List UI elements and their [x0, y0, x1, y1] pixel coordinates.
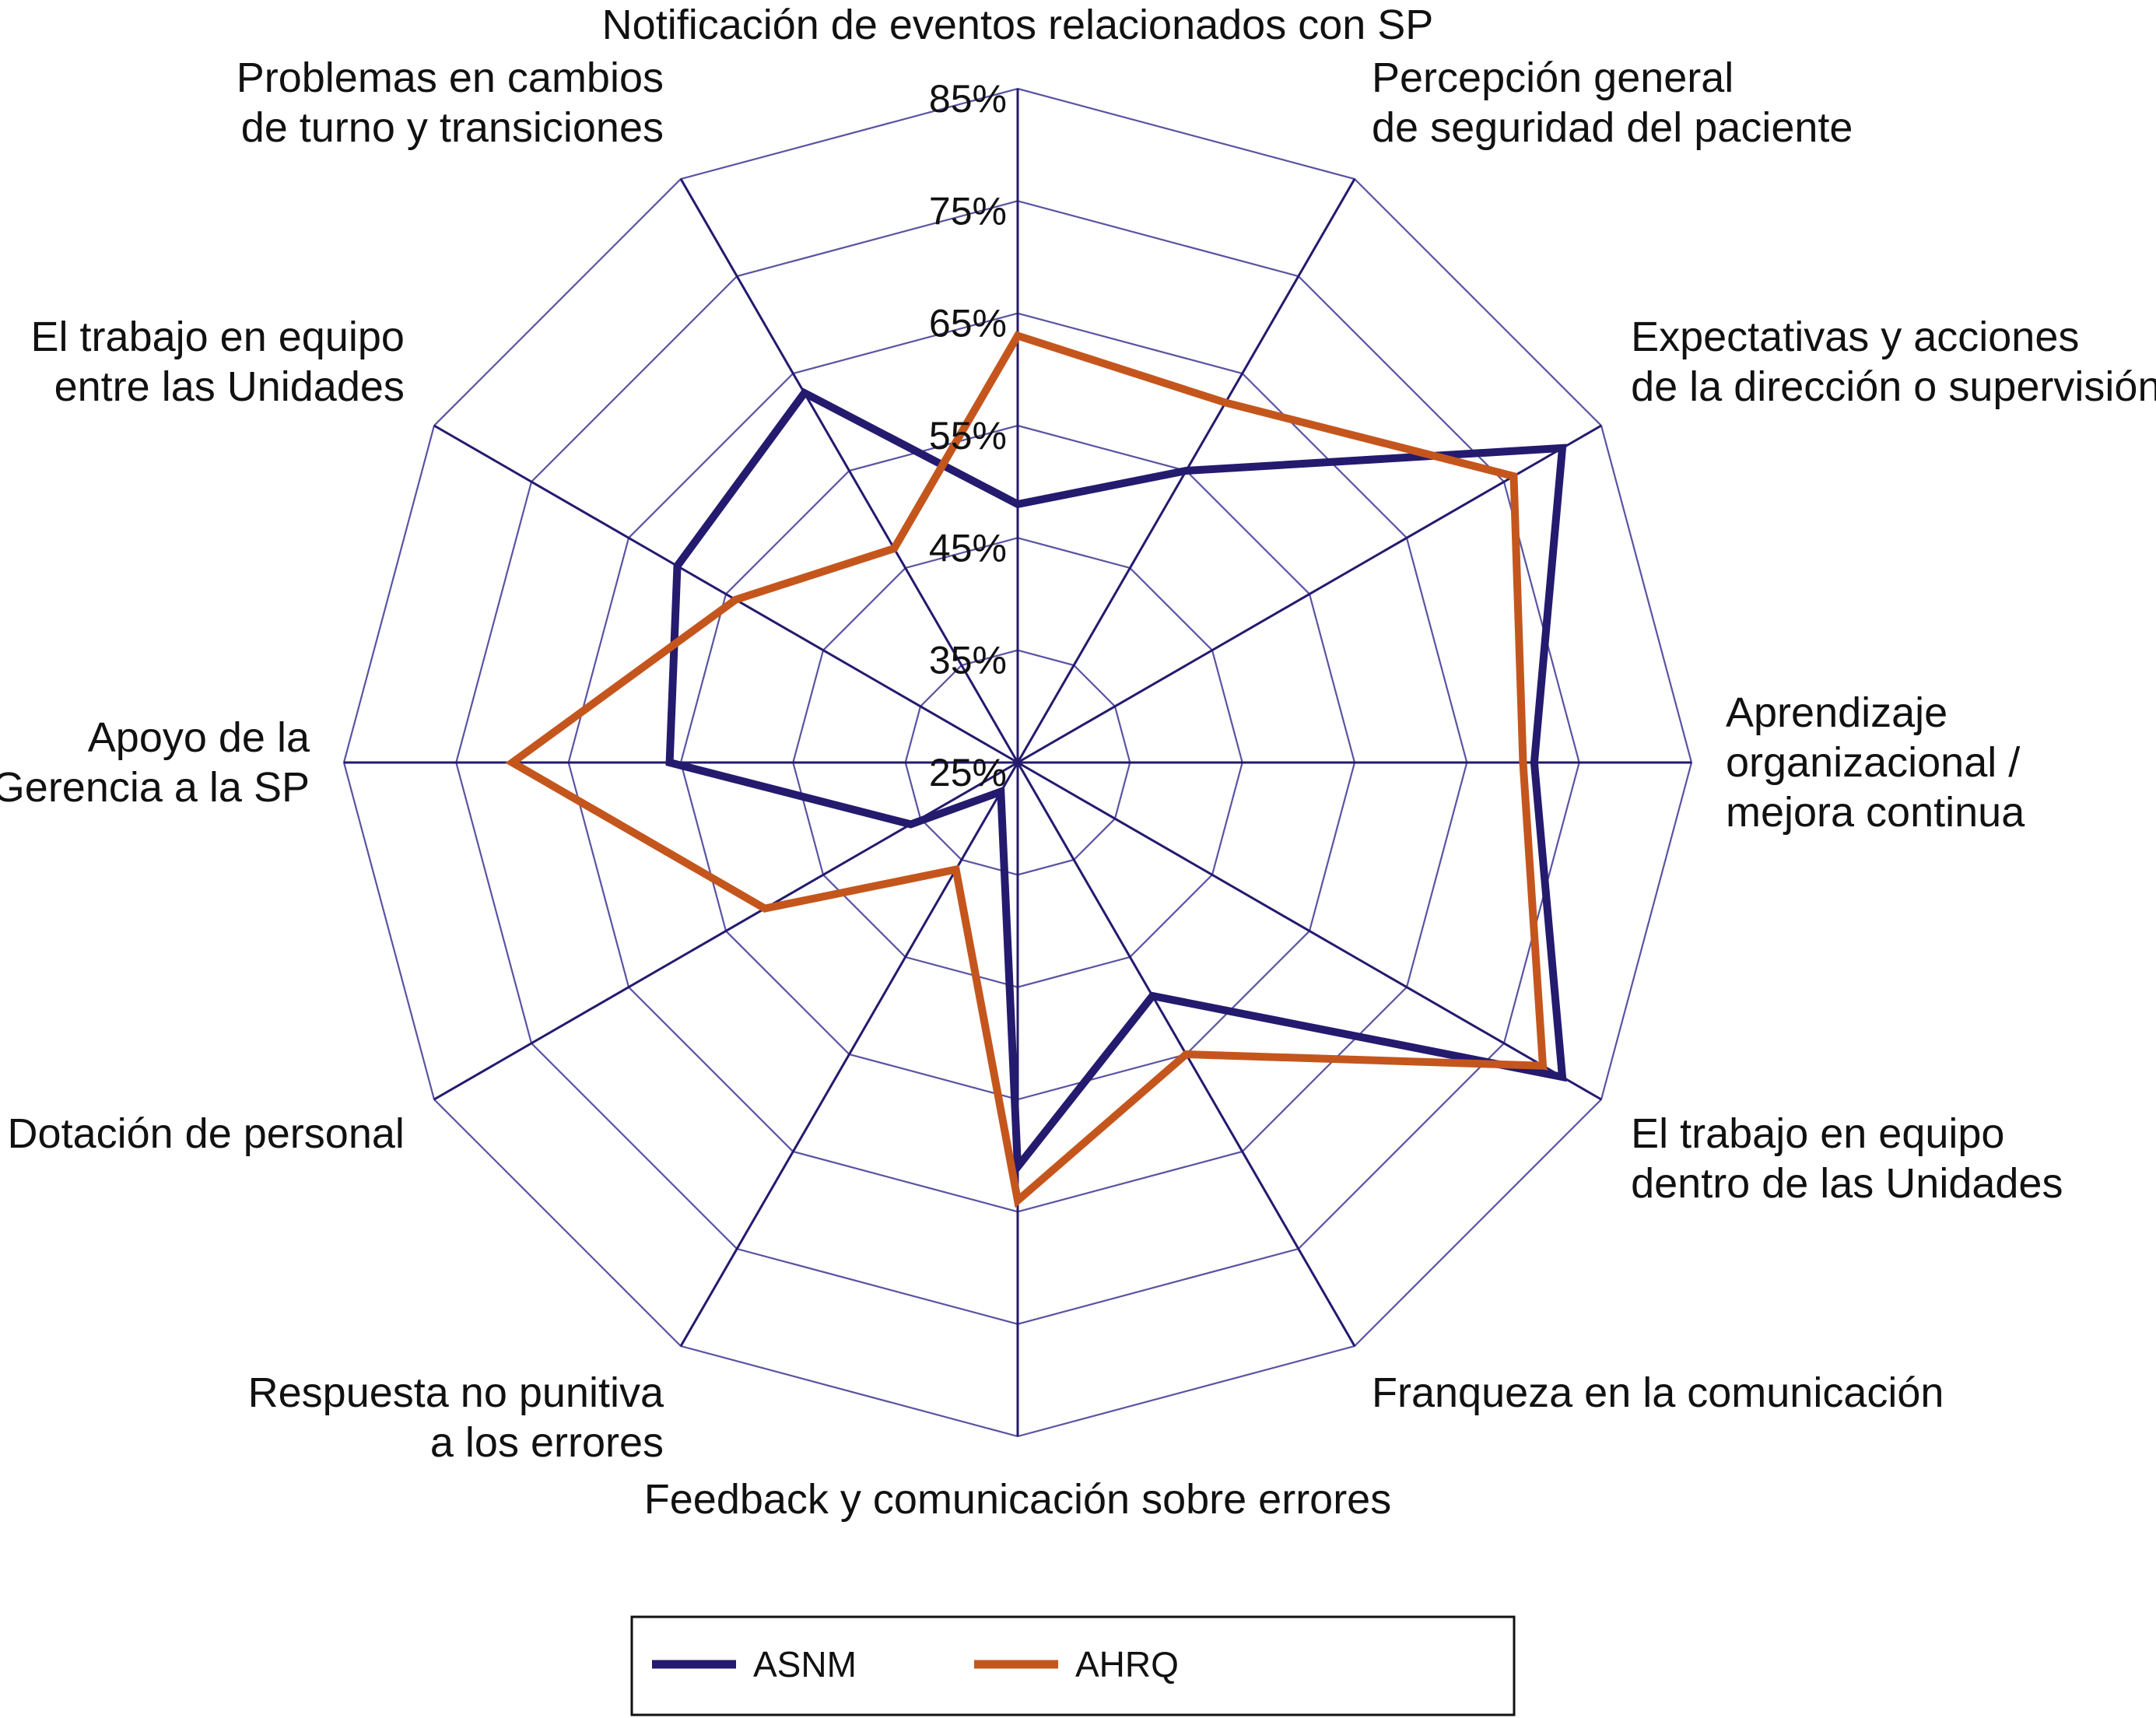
data-point-ahrq-1	[1224, 401, 1227, 405]
radar-series	[505, 331, 1567, 1208]
legend: ASNM AHRQ	[630, 1615, 1516, 1716]
data-point-ahrq-5	[1184, 1053, 1188, 1056]
data-point-asnm-11	[802, 391, 806, 394]
axis-label-3-line-2: mejora continua	[1726, 789, 2025, 836]
tick-label-25: 25%	[929, 751, 1007, 794]
data-point-asnm-1	[1184, 469, 1188, 472]
axis-label-6: Feedback y comunicación sobre errores	[644, 1476, 1391, 1523]
data-point-asnm-2	[1561, 446, 1564, 450]
legend-label-asnm: ASNM	[753, 1644, 857, 1685]
axis-label-10: El trabajo en equipo entre las Unidades	[31, 314, 405, 410]
spoke-8	[433, 761, 1018, 1101]
spoke-2	[1017, 424, 1602, 764]
legend-label-ahrq: AHRQ	[1075, 1644, 1179, 1685]
axis-label-2: Expectativas y acciones de la dirección o…	[1631, 314, 2156, 410]
axis-label-3: Aprendizaje organizacional / mejora contin…	[1726, 689, 2025, 836]
axis-label-9-line-0: Apoyo de la	[88, 714, 310, 761]
data-point-ahrq-7	[954, 868, 958, 871]
data-point-ahrq-3	[1521, 761, 1525, 764]
legend-box	[630, 1615, 1516, 1716]
series-line-asnm	[665, 387, 1567, 1178]
tick-label-55: 55%	[929, 414, 1007, 458]
data-point-ahrq-11	[892, 547, 896, 550]
data-point-asnm-3	[1532, 761, 1536, 764]
spoke-4	[1017, 761, 1602, 1101]
axis-label-5-line-0: Franqueza en la comunicación	[1372, 1369, 1944, 1416]
data-point-asnm-7	[999, 790, 1003, 794]
axis-label-6-line-0: Feedback y comunicación sobre errores	[644, 1476, 1391, 1523]
spoke-10	[433, 424, 1018, 764]
axis-label-1: Percepción general de seguridad del pacie…	[1372, 54, 1853, 151]
tick-label-85: 85%	[929, 77, 1007, 121]
axis-label-8: Dotación de personal	[8, 1110, 405, 1157]
axis-label-1-line-1: de seguridad del paciente	[1372, 104, 1853, 151]
axis-label-10-line-1: entre las Unidades	[54, 363, 405, 410]
data-point-asnm-0	[1016, 503, 1019, 506]
axis-label-9: Apoyo de la Gerencia a la SP	[0, 714, 310, 811]
axis-label-5: Franqueza en la comunicación	[1372, 1369, 1944, 1416]
radial-tick-labels: 25% 35% 45% 55% 65% 75% 85%	[929, 77, 1007, 794]
axis-label-4: El trabajo en equipo dentro de las Unidad…	[1631, 1110, 2063, 1207]
axis-label-2-line-0: Expectativas y acciones	[1631, 314, 2079, 360]
spoke-11	[679, 178, 1019, 763]
axis-label-11-line-1: de turno y transiciones	[241, 104, 664, 151]
axis-label-4-line-0: El trabajo en equipo	[1631, 1110, 2004, 1157]
axis-label-0: Notificación de eventos relacionados con…	[602, 2, 1434, 48]
data-point-asnm-5	[1151, 994, 1155, 997]
data-point-ahrq-9	[510, 761, 514, 764]
data-point-asnm-8	[909, 822, 913, 826]
axis-label-2-line-1: de la dirección o supervisión	[1631, 363, 2156, 410]
axis-label-10-line-0: El trabajo en equipo	[31, 314, 405, 360]
axis-label-1-line-0: Percepción general	[1372, 54, 1734, 101]
data-point-asnm-9	[668, 761, 671, 764]
axis-label-11-line-0: Problemas en cambios	[237, 54, 664, 101]
data-point-ahrq-6	[1016, 1198, 1019, 1202]
axis-label-0-line-0: Notificación de eventos relacionados con…	[602, 2, 1434, 48]
axis-label-3-line-0: Aprendizaje	[1726, 689, 1947, 736]
axis-labels: Notificación de eventos relacionados con…	[0, 2, 2156, 1523]
data-point-ahrq-2	[1512, 475, 1516, 478]
axis-label-9-line-1: Gerencia a la SP	[0, 764, 310, 811]
axis-label-8-line-0: Dotación de personal	[8, 1110, 405, 1157]
axis-label-11: Problemas en cambios de turno y transicio…	[237, 54, 664, 151]
data-point-ahrq-0	[1016, 334, 1019, 338]
tick-label-75: 75%	[929, 189, 1007, 233]
radar-spokes	[344, 89, 1691, 1436]
data-point-ahrq-4	[1541, 1064, 1544, 1068]
data-point-asnm-10	[675, 564, 679, 568]
tick-label-35: 35%	[929, 639, 1007, 682]
axis-label-3-line-1: organizacional /	[1726, 739, 2020, 786]
tick-label-45: 45%	[929, 526, 1007, 570]
spoke-7	[679, 762, 1019, 1347]
data-point-asnm-4	[1561, 1075, 1564, 1079]
axis-label-4-line-1: dentro de las Unidades	[1631, 1160, 2063, 1207]
axis-label-7: Respuesta no punitiva a los errores	[248, 1369, 664, 1466]
data-point-ahrq-8	[763, 906, 766, 910]
data-point-ahrq-10	[734, 598, 738, 601]
axis-label-7-line-0: Respuesta no punitiva	[248, 1369, 664, 1416]
data-point-asnm-6	[1016, 1165, 1019, 1169]
axis-label-7-line-1: a los errores	[430, 1419, 664, 1466]
tick-label-65: 65%	[929, 302, 1007, 345]
